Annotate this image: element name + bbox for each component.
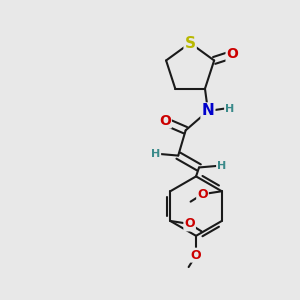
Text: S: S xyxy=(184,35,196,50)
Text: O: O xyxy=(226,47,238,61)
Text: H: H xyxy=(151,149,160,159)
Text: O: O xyxy=(159,113,171,128)
Text: O: O xyxy=(184,218,195,230)
Text: O: O xyxy=(191,249,201,262)
Text: O: O xyxy=(197,188,208,201)
Text: H: H xyxy=(217,161,226,171)
Text: N: N xyxy=(202,103,214,118)
Text: H: H xyxy=(225,103,234,114)
